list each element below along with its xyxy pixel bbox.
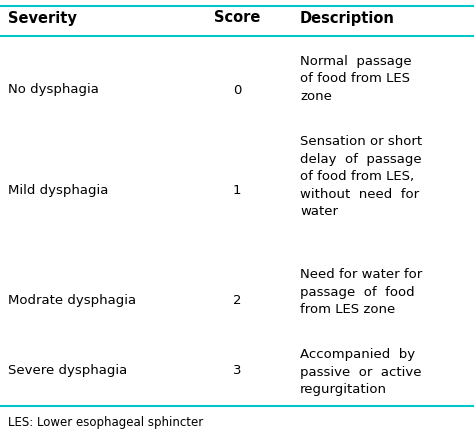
Text: LES: Lower esophageal sphincter: LES: Lower esophageal sphincter: [8, 416, 203, 429]
Text: 2: 2: [233, 293, 241, 307]
Text: Need for water for
passage  of  food
from LES zone: Need for water for passage of food from …: [300, 268, 422, 316]
Text: Modrate dysphagia: Modrate dysphagia: [8, 293, 136, 307]
Text: 1: 1: [233, 184, 241, 197]
Text: 3: 3: [233, 364, 241, 377]
Text: Mild dysphagia: Mild dysphagia: [8, 184, 109, 197]
Text: No dysphagia: No dysphagia: [8, 84, 99, 96]
Text: Severity: Severity: [8, 10, 77, 25]
Text: Severe dysphagia: Severe dysphagia: [8, 364, 127, 377]
Text: 0: 0: [233, 84, 241, 96]
Text: Score: Score: [214, 10, 260, 25]
Text: Accompanied  by
passive  or  active
regurgitation: Accompanied by passive or active regurgi…: [300, 348, 421, 396]
Text: Description: Description: [300, 10, 395, 25]
Text: Sensation or short
delay  of  passage
of food from LES,
without  need  for
water: Sensation or short delay of passage of f…: [300, 135, 422, 218]
Text: Normal  passage
of food from LES
zone: Normal passage of food from LES zone: [300, 55, 411, 103]
